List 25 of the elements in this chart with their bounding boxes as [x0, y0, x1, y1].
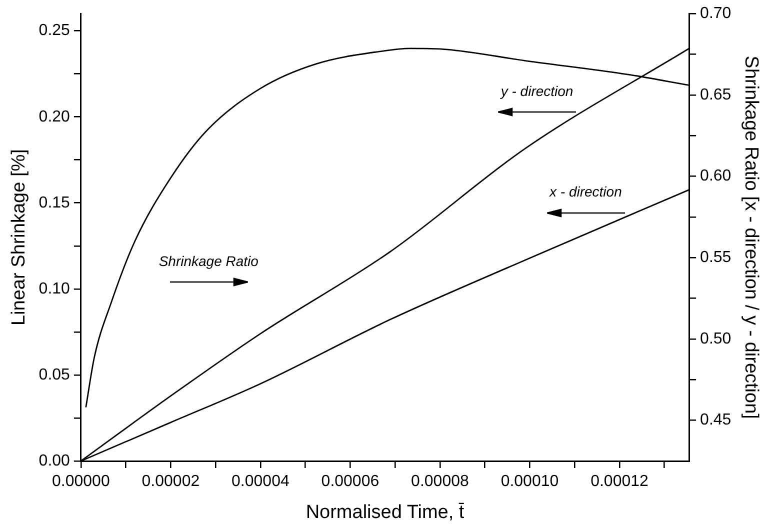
y2-tick-label: 0.60 — [700, 168, 732, 185]
y-tick-label: 0.00 — [38, 452, 70, 470]
y-tick-label: 0.25 — [38, 22, 70, 40]
annotation: Shrinkage Ratio — [158, 252, 259, 269]
y-tick-label: 0.15 — [38, 194, 70, 212]
y2-tick-label: 0.50 — [700, 330, 732, 348]
y2-tick-label: 0.65 — [700, 86, 732, 104]
annotation: y - direction — [500, 82, 574, 99]
y-axis-title: Linear Shrinkage [%] — [8, 149, 30, 326]
y2-axis-title: Shrinkage Ratio [x - direction / y - direction] — [740, 56, 762, 419]
y-tick-label: 0.05 — [38, 366, 70, 384]
annotation: x - direction — [548, 183, 622, 200]
y2-tick-label: 0.55 — [700, 249, 732, 266]
x-tick-label: 0.00008 — [411, 473, 469, 490]
x-axis-title: Normalised Time, t̄ — [306, 502, 465, 523]
x-tick-label: 0.00000 — [52, 473, 110, 490]
x-tick-label: 0.00006 — [321, 473, 380, 490]
y2-tick-label: 0.45 — [700, 412, 732, 429]
x-tick-label: 0.00004 — [232, 473, 290, 490]
x-tick-label: 0.00002 — [142, 473, 200, 490]
y-tick-label: 0.20 — [38, 108, 70, 126]
y2-tick-label: 0.70 — [700, 5, 732, 22]
x-tick-label: 0.00012 — [590, 473, 649, 490]
x-tick-label: 0.00010 — [500, 473, 559, 490]
y-tick-label: 0.10 — [38, 280, 70, 298]
